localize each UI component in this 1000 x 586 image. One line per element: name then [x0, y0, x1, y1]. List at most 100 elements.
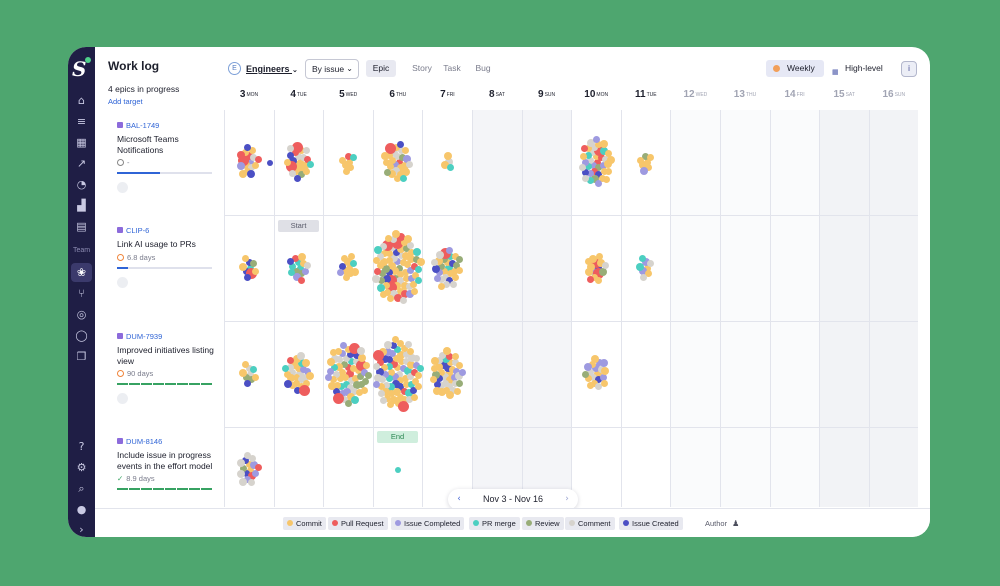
activity-dot[interactable]	[295, 152, 303, 160]
activity-dot[interactable]	[350, 365, 358, 373]
activity-dot[interactable]	[297, 376, 305, 384]
activity-dot[interactable]	[334, 348, 342, 356]
activity-dot[interactable]	[455, 362, 463, 370]
activity-dot[interactable]	[282, 364, 290, 372]
activity-dot[interactable]	[403, 366, 412, 375]
activity-dot[interactable]	[590, 256, 602, 268]
activity-dot[interactable]	[592, 135, 600, 143]
activity-dot[interactable]	[585, 374, 593, 382]
activity-dot[interactable]	[341, 396, 349, 404]
activity-dot[interactable]	[352, 380, 361, 389]
activity-dot[interactable]	[446, 270, 454, 278]
activity-dot[interactable]	[297, 170, 305, 178]
activity-dot[interactable]	[598, 174, 606, 182]
activity-dot[interactable]	[287, 268, 295, 276]
activity-dot[interactable]	[397, 339, 405, 347]
activity-dot[interactable]	[392, 237, 404, 249]
activity-dot[interactable]	[247, 471, 256, 480]
activity-dot[interactable]	[439, 360, 448, 369]
activity-dot[interactable]	[456, 380, 464, 388]
activity-dot[interactable]	[386, 375, 394, 383]
activity-dot[interactable]	[338, 383, 346, 391]
epic-row[interactable]: DUM-7939 Improved initiatives listing vie…	[117, 332, 217, 404]
activity-dot[interactable]	[407, 380, 415, 388]
expand-icon[interactable]: ›	[79, 523, 84, 536]
activity-dot[interactable]	[383, 347, 392, 356]
activity-dot[interactable]	[384, 143, 396, 155]
activity-dot[interactable]	[597, 153, 605, 161]
activity-dot[interactable]	[248, 376, 256, 384]
activity-dot[interactable]	[391, 161, 400, 170]
activity-dot[interactable]	[292, 267, 300, 275]
activity-dot[interactable]	[411, 288, 419, 296]
activity-dot[interactable]	[603, 175, 611, 183]
activity-dot[interactable]	[636, 262, 645, 271]
activity-dot[interactable]	[349, 342, 360, 354]
activity-dot[interactable]	[337, 268, 345, 276]
activity-dot[interactable]	[302, 168, 310, 176]
activity-dot[interactable]	[362, 362, 370, 370]
activity-dot[interactable]	[287, 145, 295, 153]
activity-dot[interactable]	[344, 345, 352, 353]
activity-dot[interactable]	[586, 276, 594, 284]
activity-dot[interactable]	[380, 257, 389, 266]
activity-dot[interactable]	[433, 380, 441, 388]
activity-dot[interactable]	[381, 264, 390, 273]
activity-dot[interactable]	[248, 164, 256, 172]
activity-dot[interactable]	[327, 368, 335, 376]
activity-dot[interactable]	[601, 367, 610, 376]
chat-icon[interactable]: ◯	[75, 329, 88, 342]
activity-dot[interactable]	[343, 388, 352, 397]
activity-dot[interactable]	[402, 351, 410, 359]
activity-dot[interactable]	[412, 256, 420, 264]
activity-dot[interactable]	[243, 451, 251, 459]
activity-dot[interactable]	[302, 380, 310, 388]
activity-dot[interactable]	[356, 389, 364, 397]
activity-dot[interactable]	[399, 153, 407, 161]
activity-dot[interactable]	[379, 270, 387, 278]
activity-dot[interactable]	[254, 463, 262, 471]
activity-dot[interactable]	[342, 273, 350, 281]
activity-dot[interactable]	[389, 236, 397, 244]
activity-dot[interactable]	[443, 387, 451, 395]
activity-dot[interactable]	[297, 270, 305, 278]
activity-dot[interactable]	[607, 156, 616, 165]
activity-dot[interactable]	[297, 163, 306, 172]
activity-dot[interactable]	[382, 387, 391, 396]
activity-dot[interactable]	[435, 250, 444, 259]
activity-dot[interactable]	[242, 149, 250, 157]
activity-dot[interactable]	[332, 393, 344, 405]
activity-dot[interactable]	[405, 289, 414, 298]
activity-dot[interactable]	[581, 371, 589, 379]
activity-dot[interactable]	[379, 376, 387, 384]
activity-dot[interactable]	[377, 276, 385, 284]
activity-dot[interactable]	[333, 381, 341, 389]
activity-dot[interactable]	[436, 374, 444, 382]
activity-dot[interactable]	[590, 161, 598, 169]
activity-dot[interactable]	[390, 254, 399, 263]
activity-dot[interactable]	[405, 388, 414, 397]
activity-dot[interactable]	[299, 384, 311, 396]
list-icon[interactable]: ≡	[76, 115, 87, 128]
activity-dot[interactable]	[436, 268, 444, 276]
activity-dot[interactable]	[396, 140, 404, 148]
activity-dot[interactable]	[407, 274, 415, 282]
activity-dot[interactable]	[413, 354, 421, 362]
highlevel-toggle[interactable]: ▦ High-level	[830, 60, 894, 77]
activity-dot[interactable]	[292, 273, 301, 282]
activity-dot[interactable]	[599, 358, 608, 367]
activity-dot[interactable]	[347, 383, 355, 391]
activity-dot[interactable]	[346, 264, 354, 272]
activity-dot[interactable]	[237, 155, 249, 167]
activity-dot[interactable]	[400, 281, 409, 290]
activity-dot[interactable]	[639, 161, 648, 170]
activity-dot[interactable]	[595, 382, 603, 390]
activity-dot[interactable]	[645, 164, 653, 172]
activity-dot[interactable]	[440, 161, 449, 170]
activity-dot[interactable]	[358, 380, 365, 388]
activity-dot[interactable]	[432, 370, 441, 379]
activity-dot[interactable]	[394, 364, 402, 372]
activity-dot[interactable]	[236, 459, 245, 468]
activity-dot[interactable]	[296, 264, 304, 272]
activity-dot[interactable]	[404, 234, 413, 243]
